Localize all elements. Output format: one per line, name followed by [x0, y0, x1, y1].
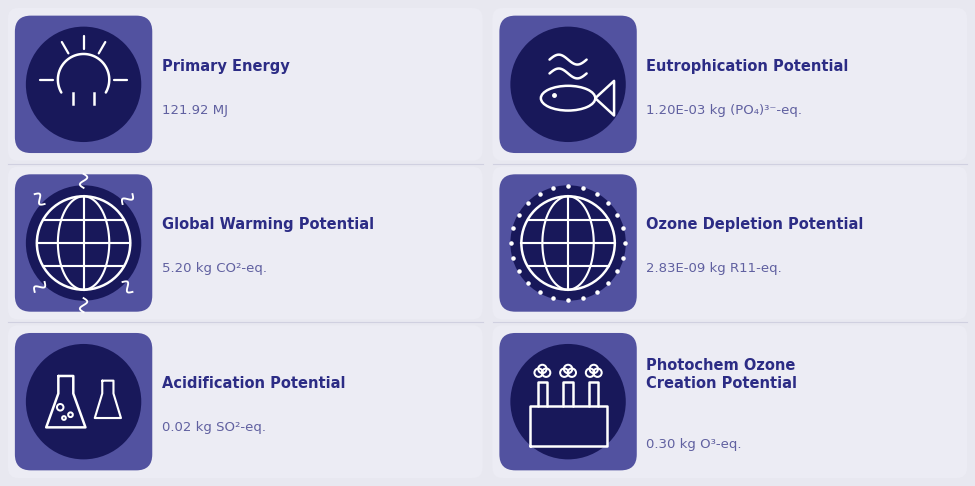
Point: [589, 190, 604, 197]
FancyBboxPatch shape: [8, 8, 483, 161]
Ellipse shape: [510, 344, 626, 459]
Point: [601, 199, 616, 207]
FancyBboxPatch shape: [8, 325, 483, 478]
Point: [511, 268, 526, 276]
Text: 5.20 kg CO²-eq.: 5.20 kg CO²-eq.: [162, 262, 267, 276]
Text: Primary Energy: Primary Energy: [162, 58, 290, 73]
FancyBboxPatch shape: [492, 8, 967, 161]
FancyBboxPatch shape: [15, 333, 152, 470]
Text: 0.30 kg O³-eq.: 0.30 kg O³-eq.: [646, 438, 742, 451]
Point: [615, 225, 631, 232]
Point: [546, 294, 562, 302]
Text: Global Warming Potential: Global Warming Potential: [162, 217, 374, 232]
Text: 2.83E-09 kg R11-eq.: 2.83E-09 kg R11-eq.: [646, 262, 782, 276]
Text: Eutrophication Potential: Eutrophication Potential: [646, 58, 849, 73]
FancyBboxPatch shape: [8, 167, 483, 319]
FancyBboxPatch shape: [492, 325, 967, 478]
Text: 121.92 MJ: 121.92 MJ: [162, 104, 228, 117]
FancyBboxPatch shape: [492, 167, 967, 319]
Point: [589, 289, 604, 296]
Ellipse shape: [26, 27, 141, 142]
Text: 0.02 kg SO²-eq.: 0.02 kg SO²-eq.: [162, 421, 266, 434]
Point: [531, 190, 547, 197]
Text: Photochem Ozone
Creation Potential: Photochem Ozone Creation Potential: [646, 358, 798, 391]
Point: [531, 289, 547, 296]
Point: [575, 294, 591, 302]
Point: [615, 254, 631, 261]
Point: [505, 225, 521, 232]
Point: [546, 184, 562, 192]
Point: [561, 296, 576, 304]
Point: [617, 239, 633, 247]
FancyBboxPatch shape: [15, 174, 152, 312]
Point: [520, 279, 535, 287]
FancyBboxPatch shape: [15, 16, 152, 153]
Ellipse shape: [510, 185, 626, 301]
Ellipse shape: [510, 27, 626, 142]
Text: Ozone Depletion Potential: Ozone Depletion Potential: [646, 217, 864, 232]
Point: [503, 239, 519, 247]
Text: 1.20E-03 kg (PO₄)³⁻-eq.: 1.20E-03 kg (PO₄)³⁻-eq.: [646, 104, 802, 117]
FancyBboxPatch shape: [499, 16, 637, 153]
Ellipse shape: [26, 344, 141, 459]
Point: [520, 199, 535, 207]
Point: [511, 210, 526, 218]
Text: Acidification Potential: Acidification Potential: [162, 376, 345, 391]
Point: [601, 279, 616, 287]
Ellipse shape: [26, 185, 141, 301]
Point: [609, 210, 625, 218]
Point: [609, 268, 625, 276]
FancyBboxPatch shape: [499, 333, 637, 470]
Point: [575, 184, 591, 192]
Point: [561, 182, 576, 190]
FancyBboxPatch shape: [499, 174, 637, 312]
Point: [505, 254, 521, 261]
